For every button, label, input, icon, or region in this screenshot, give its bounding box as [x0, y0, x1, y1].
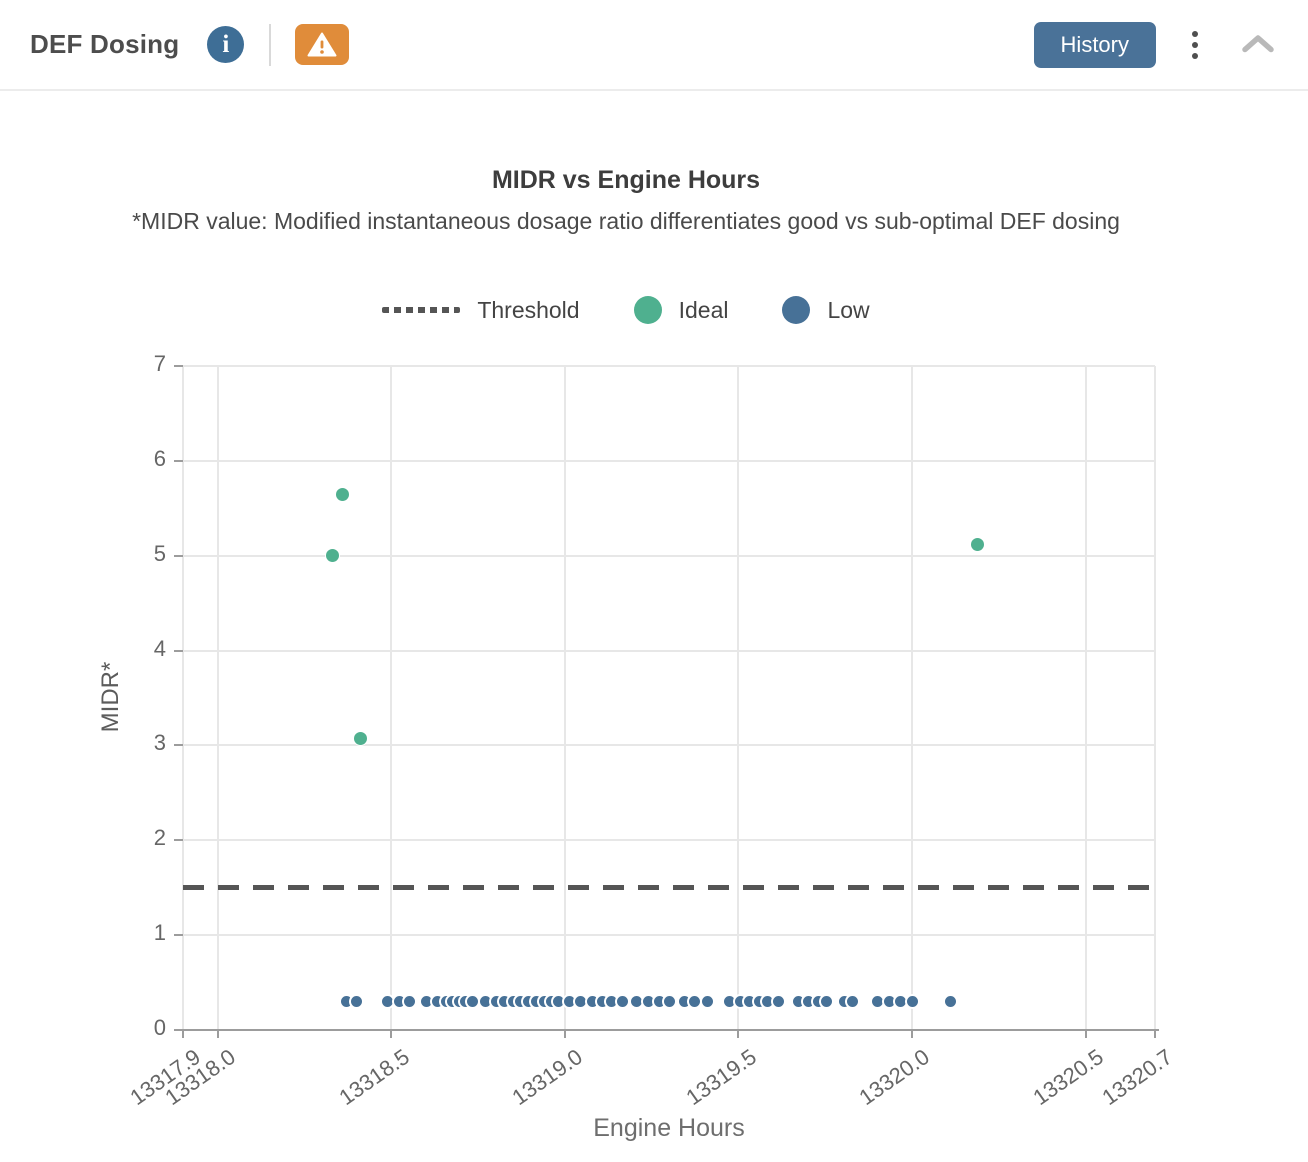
grid-line-y [183, 744, 1155, 747]
x-tick-label: 13320.7 [1097, 1044, 1178, 1111]
grid-line-y [183, 365, 1155, 367]
y-tick-label: 7 [153, 351, 166, 376]
y-tick-mark [174, 365, 183, 367]
x-tick-label: 13319.5 [681, 1044, 761, 1111]
grid-line-y [183, 839, 1155, 842]
kebab-menu-icon[interactable] [1186, 25, 1204, 65]
legend-low-swatch [782, 296, 811, 324]
chevron-up-glyph [1242, 34, 1274, 52]
data-point-ideal[interactable] [324, 548, 340, 564]
data-point-ideal[interactable] [352, 731, 368, 747]
chart-legend: Threshold Ideal Low [0, 296, 1252, 324]
x-axis-title: Engine Hours [593, 1114, 745, 1142]
grid-line-y [183, 459, 1155, 462]
x-tick-label: 13319.0 [507, 1044, 588, 1111]
y-tick-label: 1 [153, 920, 166, 946]
threshold-dash-icon [382, 307, 461, 313]
y-tick-mark [174, 459, 183, 462]
data-point-low[interactable] [349, 994, 365, 1010]
card-title: DEF Dosing [30, 29, 180, 59]
grid-line-x [911, 366, 913, 1030]
legend-item-low[interactable]: Low [782, 296, 870, 324]
threshold-line [183, 885, 1155, 891]
y-tick-mark [174, 934, 183, 937]
grid-line-x [390, 366, 393, 1030]
warning-icon [307, 32, 337, 57]
grid-line-y [183, 554, 1155, 557]
data-point-ideal[interactable] [970, 536, 986, 552]
y-tick-label: 2 [153, 825, 166, 851]
x-tick-mark [1084, 1030, 1087, 1038]
y-tick-label: 4 [153, 635, 166, 661]
data-point-low[interactable] [904, 994, 920, 1010]
y-tick-label: 5 [153, 540, 166, 566]
y-tick-label: 3 [153, 730, 166, 756]
grid-line-x [1084, 366, 1087, 1030]
grid-line-y [183, 934, 1155, 937]
chevron-up-icon[interactable] [1240, 32, 1276, 58]
warning-button[interactable] [295, 24, 350, 65]
grid-line-x [182, 366, 184, 1030]
data-point-low[interactable] [699, 994, 715, 1010]
legend-label-low: Low [827, 296, 870, 323]
data-point-low[interactable] [844, 994, 860, 1010]
legend-item-ideal[interactable]: Ideal [633, 296, 729, 324]
y-axis-title: MIDR* [97, 661, 124, 733]
x-tick-label: 13320.5 [1028, 1044, 1108, 1111]
grid-line-y [183, 649, 1155, 652]
x-tick-mark [563, 1030, 566, 1038]
data-point-low[interactable] [661, 994, 677, 1010]
y-tick-mark [174, 839, 183, 842]
x-tick-label: 13320.0 [854, 1044, 935, 1111]
data-point-low[interactable] [770, 994, 786, 1010]
y-tick-mark [174, 744, 183, 747]
x-axis-line [183, 1029, 1159, 1031]
legend-label-ideal: Ideal [678, 296, 729, 323]
card-header: DEF Dosing i History [0, 0, 1308, 91]
legend-label-threshold: Threshold [477, 296, 580, 323]
grid-line-x [737, 366, 740, 1030]
data-point-ideal[interactable] [335, 486, 351, 502]
x-tick-label: 13318.5 [334, 1044, 414, 1111]
x-tick-mark [737, 1030, 740, 1038]
x-tick-mark [182, 1030, 184, 1038]
y-tick-mark [174, 1029, 183, 1031]
history-button[interactable]: History [1033, 21, 1156, 68]
x-tick-mark [216, 1030, 219, 1038]
x-tick-mark [911, 1030, 913, 1038]
header-divider [269, 23, 272, 66]
legend-item-threshold[interactable]: Threshold [382, 296, 580, 324]
info-icon[interactable]: i [207, 26, 245, 63]
data-point-low[interactable] [819, 994, 835, 1010]
grid-line-x [563, 366, 566, 1030]
chart-subtitle: *MIDR value: Modified instantaneous dosa… [132, 208, 1120, 234]
data-point-low[interactable] [943, 994, 959, 1010]
legend-ideal-swatch [633, 296, 662, 324]
y-tick-label: 0 [153, 1015, 166, 1040]
y-tick-label: 6 [153, 445, 166, 471]
grid-line-x [1154, 366, 1156, 1030]
y-tick-mark [174, 554, 183, 557]
chart-title: MIDR vs Engine Hours [491, 166, 761, 194]
y-tick-mark [174, 649, 183, 652]
x-tick-mark [1154, 1030, 1156, 1038]
grid-line-x [216, 366, 219, 1030]
chart-area: MIDR vs Engine Hours *MIDR value: Modifi… [0, 91, 1308, 1162]
x-tick-mark [390, 1030, 393, 1038]
data-point-low[interactable] [401, 994, 417, 1010]
